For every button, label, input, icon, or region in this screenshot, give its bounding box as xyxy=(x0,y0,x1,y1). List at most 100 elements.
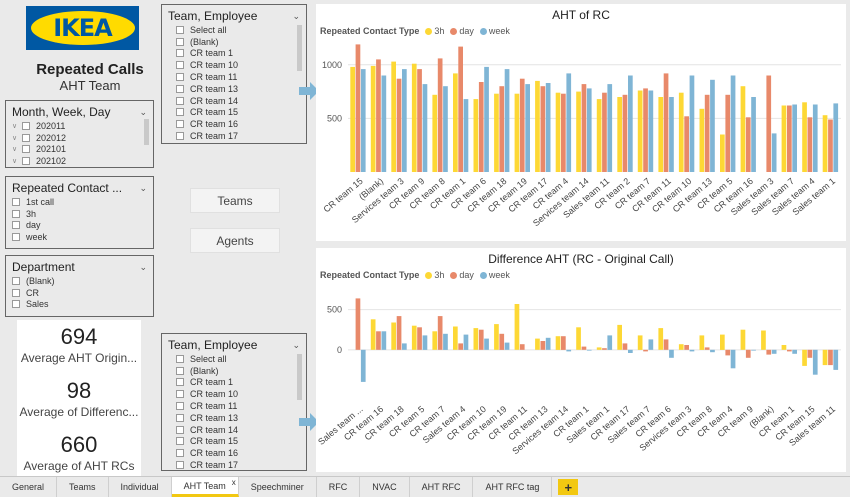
tab-aht-team[interactable]: AHT Team x xyxy=(171,477,239,497)
bar-week-13[interactable] xyxy=(628,349,633,353)
slicer-month-scrollbar[interactable] xyxy=(144,119,149,145)
bar-day-12[interactable] xyxy=(602,348,607,350)
bar-3h-5[interactable] xyxy=(453,73,458,172)
checkbox[interactable] xyxy=(176,402,184,411)
bar-3h-19[interactable] xyxy=(740,86,746,172)
bar-3h-14[interactable] xyxy=(637,335,643,350)
checkbox[interactable] xyxy=(176,120,184,129)
bar-day-13[interactable] xyxy=(622,343,628,350)
bar-day-13[interactable] xyxy=(622,94,628,172)
expand-chevron-icon[interactable]: ∨ xyxy=(12,146,18,154)
checkbox[interactable] xyxy=(12,233,20,242)
slicer-item[interactable]: CR team 10 xyxy=(176,59,300,71)
bar-day-23[interactable] xyxy=(828,349,833,366)
bar-day-12[interactable] xyxy=(602,92,607,172)
bar-3h-15[interactable] xyxy=(658,97,664,172)
bar-day-14[interactable] xyxy=(643,88,648,172)
bar-week-7[interactable] xyxy=(504,342,510,350)
bar-week-20[interactable] xyxy=(771,349,777,354)
bar-week-2[interactable] xyxy=(402,69,407,172)
close-icon[interactable]: x xyxy=(231,478,236,487)
slicer-month-week-day[interactable]: Month, Week, Day ⌄ ∨ 202011 ∨ 202012 ∨ 202101… xyxy=(5,100,154,168)
bar-week-14[interactable] xyxy=(648,90,654,173)
slicer-team-bottom-scrollbar[interactable] xyxy=(297,354,302,400)
slicer-item[interactable]: day xyxy=(12,220,147,232)
bar-day-1[interactable] xyxy=(376,59,381,172)
slicer-repeated-contact[interactable]: Repeated Contact ... ⌄ 1st call 3h day week xyxy=(5,176,154,249)
bar-day-0[interactable] xyxy=(355,298,361,350)
bar-day-23[interactable] xyxy=(828,119,833,173)
slicer-item[interactable]: CR team 1 xyxy=(176,48,300,60)
bar-3h-6[interactable] xyxy=(473,328,479,350)
checkbox[interactable] xyxy=(176,96,184,105)
bar-3h-2[interactable] xyxy=(391,61,396,172)
bar-week-1[interactable] xyxy=(381,75,387,173)
slicer-department[interactable]: Department ⌄ (Blank) CR Sales xyxy=(5,255,154,317)
slicer-team-employee-top[interactable]: Team, Employee ⌄ Select all (Blank) CR tea… xyxy=(161,4,307,144)
slicer-item[interactable]: CR team 17 xyxy=(176,459,300,471)
bar-day-10[interactable] xyxy=(561,336,566,350)
bar-week-20[interactable] xyxy=(771,133,777,172)
checkbox[interactable] xyxy=(176,61,184,70)
checkbox[interactable] xyxy=(176,25,184,34)
checkbox[interactable] xyxy=(22,157,30,166)
slicer-item[interactable]: week xyxy=(12,231,147,243)
legend-item-week[interactable]: week xyxy=(479,26,510,36)
slicer-team-employee-bottom[interactable]: Team, Employee ⌄ Select all (Blank) CR tea… xyxy=(161,333,307,471)
bar-3h-19[interactable] xyxy=(740,329,746,350)
bar-3h-6[interactable] xyxy=(473,99,479,172)
bar-3h-23[interactable] xyxy=(822,115,828,172)
bar-week-5[interactable] xyxy=(463,99,469,172)
slicer-item[interactable]: CR team 14 xyxy=(176,424,300,436)
bar-week-3[interactable] xyxy=(422,335,428,350)
chevron-down-icon[interactable]: ⌄ xyxy=(292,339,300,350)
bar-week-5[interactable] xyxy=(463,334,469,350)
add-page-button[interactable]: + xyxy=(558,479,579,495)
checkbox[interactable] xyxy=(176,413,184,422)
slicer-item[interactable]: CR team 11 xyxy=(176,400,300,412)
checkbox[interactable] xyxy=(176,73,184,82)
slicer-item[interactable]: (Blank) xyxy=(176,365,300,377)
bar-3h-16[interactable] xyxy=(678,344,684,350)
bar-3h-22[interactable] xyxy=(802,349,807,366)
tab-nvac[interactable]: NVAC xyxy=(360,477,410,497)
bar-3h-17[interactable] xyxy=(699,335,705,350)
bar-day-2[interactable] xyxy=(396,316,402,350)
slicer-item[interactable]: ∨ 202011 xyxy=(12,120,147,132)
checkbox[interactable] xyxy=(176,378,184,387)
legend-item-3h[interactable]: 3h xyxy=(425,270,444,280)
bar-3h-11[interactable] xyxy=(576,91,581,172)
slicer-item[interactable]: 3h xyxy=(12,208,147,220)
slicer-item[interactable]: CR team 14 xyxy=(176,95,300,107)
bar-day-7[interactable] xyxy=(499,86,505,172)
bar-3h-20[interactable] xyxy=(761,330,766,350)
bar-week-11[interactable] xyxy=(586,349,592,351)
checkbox[interactable] xyxy=(12,197,20,206)
checkbox[interactable] xyxy=(12,276,20,285)
teams-button[interactable]: Teams xyxy=(190,188,280,213)
bar-week-10[interactable] xyxy=(566,73,572,172)
bar-week-11[interactable] xyxy=(586,88,592,172)
tab-teams[interactable]: Teams xyxy=(57,477,109,497)
bar-3h-14[interactable] xyxy=(637,90,643,173)
bar-day-9[interactable] xyxy=(540,341,546,350)
bar-week-18[interactable] xyxy=(730,75,736,173)
slicer-item[interactable]: Sales xyxy=(12,299,147,311)
checkbox[interactable] xyxy=(12,209,20,218)
slicer-item[interactable]: CR team 15 xyxy=(176,436,300,448)
bar-week-21[interactable] xyxy=(792,349,797,354)
tab-individual[interactable]: Individual xyxy=(109,477,172,497)
chevron-down-icon[interactable]: ⌄ xyxy=(292,10,300,21)
bar-week-9[interactable] xyxy=(545,337,551,350)
legend-item-day[interactable]: day xyxy=(450,26,474,36)
bar-week-14[interactable] xyxy=(648,339,654,350)
slicer-item[interactable]: CR team 10 xyxy=(176,388,300,400)
slicer-item[interactable]: CR team 13 xyxy=(176,412,300,424)
checkbox[interactable] xyxy=(12,288,20,297)
bar-day-5[interactable] xyxy=(458,46,463,172)
bar-day-17[interactable] xyxy=(704,94,710,172)
checkbox[interactable] xyxy=(12,300,20,309)
bar-day-15[interactable] xyxy=(663,339,669,350)
tab-aht-rfc-tag[interactable]: AHT RFC tag xyxy=(473,477,553,497)
bar-week-8[interactable] xyxy=(525,84,530,172)
